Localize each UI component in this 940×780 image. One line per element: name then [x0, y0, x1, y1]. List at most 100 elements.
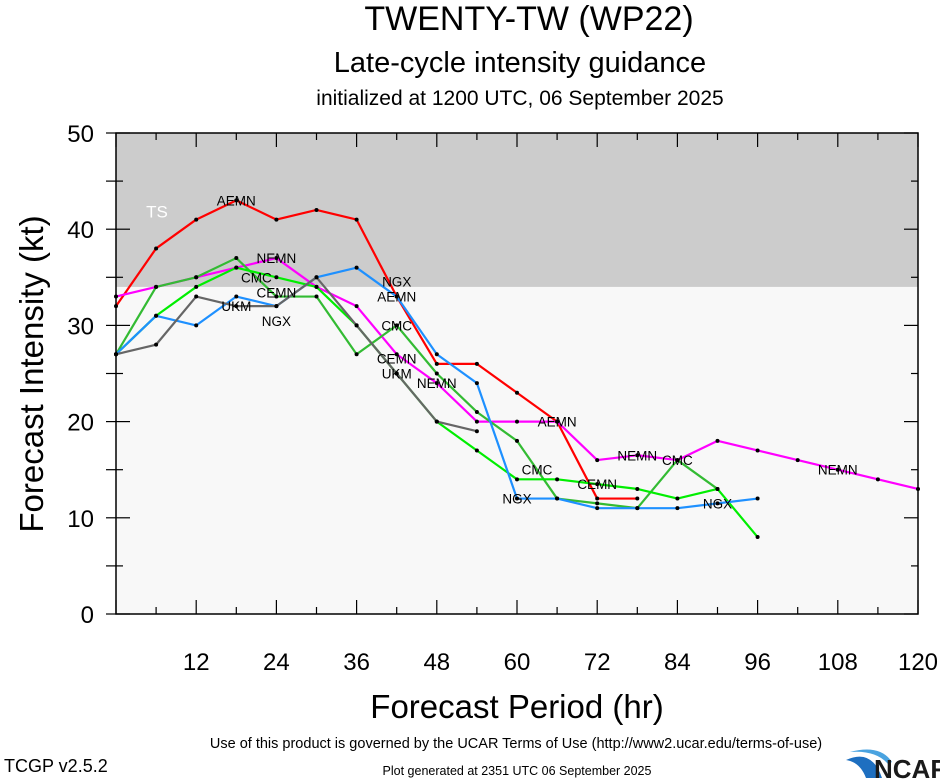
data-point-ngx — [675, 506, 680, 511]
generated-timestamp: Plot generated at 2351 UTC 06 September … — [383, 764, 652, 778]
series-label-ngx: NGX — [262, 314, 291, 329]
series-label-ngx: NGX — [502, 492, 531, 507]
data-point-nemn — [474, 419, 479, 424]
data-point-nemn — [434, 381, 439, 386]
band-label: TS — [146, 203, 168, 222]
terms-of-use: Use of this product is governed by the U… — [210, 736, 822, 752]
x-tick-label: 108 — [818, 649, 858, 676]
data-point-cemn — [515, 477, 519, 482]
y-tick-label: 0 — [81, 602, 94, 629]
data-point-ukm — [314, 275, 319, 280]
intensity-band — [116, 133, 918, 287]
series-label-ukm: UKM — [382, 367, 412, 382]
version-label: TCGP v2.5.2 — [4, 756, 108, 776]
data-point-cmc — [314, 294, 319, 299]
data-point-cmc — [675, 458, 680, 463]
data-point-ngx — [154, 313, 159, 318]
data-point-ngx — [715, 501, 720, 506]
series-label-aemn: AEMN — [538, 415, 577, 430]
series-label-nemn: NEMN — [617, 448, 657, 463]
ncar-logo: NCAR — [846, 749, 940, 780]
data-point-cmc — [474, 409, 479, 414]
series-label-ukm: UKM — [221, 299, 251, 314]
series-label-aemn: AEMN — [217, 193, 256, 208]
data-point-cemn — [274, 275, 279, 280]
data-point-ngx — [635, 506, 640, 511]
data-point-aemn — [434, 361, 439, 366]
data-point-cemn — [595, 482, 600, 487]
data-point-ngx — [474, 381, 479, 386]
data-point-cemn — [715, 486, 720, 491]
series-line-cmc — [115, 256, 719, 510]
data-point-ngx — [234, 294, 239, 299]
x-axis-label: Forecast Period (hr) — [370, 688, 663, 725]
data-point-nemn — [595, 458, 600, 463]
chart-subtitle: Late-cycle intensity guidance — [334, 47, 706, 79]
y-tick-label: 20 — [67, 410, 94, 437]
data-point-nemn — [555, 419, 560, 424]
series-line-ukm — [115, 276, 478, 433]
data-point-cemn — [474, 448, 479, 453]
data-point-ngx — [354, 265, 359, 270]
data-point-nemn — [715, 438, 720, 443]
data-point-cmc — [394, 323, 399, 328]
x-tick-label: 120 — [898, 649, 938, 676]
data-point-aemn — [474, 361, 479, 366]
data-point-cemn — [635, 486, 640, 491]
series-label-cemn: CEMN — [577, 477, 617, 492]
data-point-nemn — [875, 477, 880, 482]
data-point-aemn — [595, 496, 600, 501]
data-point-ukm — [234, 304, 239, 309]
data-point-ukm — [194, 294, 199, 299]
x-tick-label: 96 — [744, 649, 771, 676]
series-label-ngx: NGX — [703, 496, 732, 511]
series-label-ngx: NGX — [382, 275, 411, 290]
data-point-nemn — [635, 453, 640, 458]
data-point-ukm — [154, 342, 159, 347]
data-point-cmc — [434, 371, 439, 376]
y-tick-label: 10 — [67, 506, 94, 533]
data-point-aemn — [154, 246, 159, 251]
data-point-nemn — [394, 352, 399, 357]
series-label-nemn: NEMN — [818, 463, 858, 478]
data-point-cemn — [555, 477, 560, 482]
series-label-nemn: NEMN — [257, 251, 297, 266]
data-point-cmc — [234, 256, 239, 261]
y-axis-label: Forecast Intensity (kt) — [13, 215, 50, 532]
data-point-cmc — [515, 438, 519, 443]
data-point-ukm — [354, 323, 359, 328]
data-point-cmc — [274, 294, 279, 299]
data-point-aemn — [314, 207, 319, 212]
series-label-cmc: CMC — [381, 318, 412, 333]
data-point-ngx — [194, 323, 199, 328]
data-point-nemn — [354, 304, 359, 309]
data-point-cemn — [755, 535, 760, 540]
data-point-ngx — [755, 496, 760, 501]
data-point-cemn — [675, 496, 680, 501]
series-label-cmc: CMC — [522, 463, 553, 478]
x-tick-label: 48 — [423, 649, 450, 676]
series-label-aemn: AEMN — [377, 290, 416, 305]
data-point-aemn — [194, 217, 199, 222]
series-label-nemn: NEMN — [417, 376, 457, 391]
data-point-aemn — [515, 390, 519, 395]
data-point-cmc — [194, 275, 199, 280]
data-point-cmc — [595, 501, 600, 506]
data-point-nemn — [274, 256, 279, 261]
data-point-nemn — [755, 448, 760, 453]
data-point-cemn — [234, 265, 239, 270]
x-tick-label: 12 — [183, 649, 210, 676]
y-tick-label: 40 — [67, 217, 94, 244]
data-point-nemn — [515, 419, 519, 424]
data-point-ngx — [434, 352, 439, 357]
series-label-cemn: CEMN — [377, 352, 417, 367]
data-point-ukm — [394, 371, 399, 376]
data-point-cmc — [154, 284, 159, 289]
y-tick-label: 30 — [67, 313, 94, 340]
x-tick-label: 36 — [343, 649, 370, 676]
x-tick-label: 24 — [263, 649, 290, 676]
data-point-ngx — [555, 496, 560, 501]
series-label-cemn: CEMN — [257, 285, 297, 300]
data-point-nemn — [795, 458, 800, 463]
